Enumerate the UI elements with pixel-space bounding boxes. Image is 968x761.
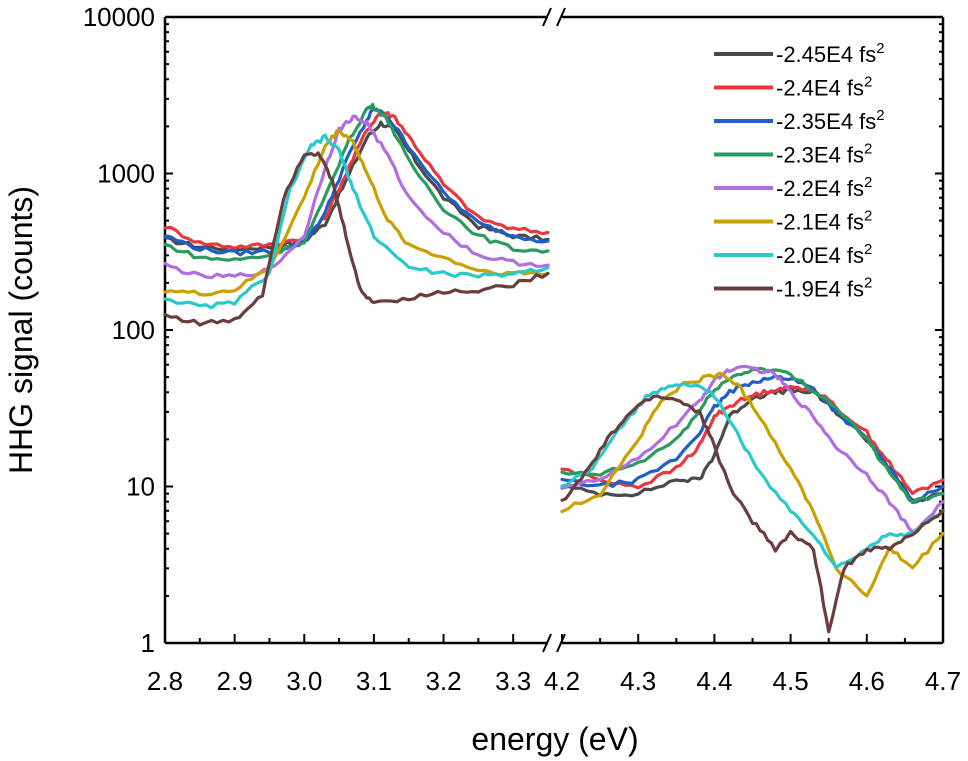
legend-label-text: -2.3E4 fs: [776, 143, 864, 168]
series-line-6-seg1: [163, 128, 550, 297]
x-tick-label: 3.2: [425, 666, 461, 696]
legend-label: -2.2E4 fs2: [776, 174, 872, 201]
legend-label-superscript: 2: [864, 275, 872, 292]
legend-label-superscript: 2: [864, 141, 872, 158]
legend-label: -2.4E4 fs2: [776, 74, 872, 101]
break-top-b: [556, 7, 566, 27]
legend-label-superscript: 2: [864, 174, 872, 191]
x-tick-label: 4.4: [696, 666, 732, 696]
legend-label-superscript: 2: [876, 40, 884, 57]
legend-label-superscript: 2: [864, 208, 872, 225]
x-tick-label: 3.0: [286, 666, 322, 696]
x-axis-title: energy (eV): [471, 721, 638, 757]
x-tick-label: 3.1: [356, 666, 392, 696]
series-line-7-seg1: [163, 133, 550, 310]
legend-label: -2.3E4 fs2: [776, 141, 872, 168]
legend-label-text: -2.1E4 fs: [776, 210, 864, 235]
legend-label-text: -1.9E4 fs: [776, 277, 864, 302]
legend-label: -2.35E4 fs2: [776, 107, 885, 134]
legend-label-text: -2.4E4 fs: [776, 76, 864, 101]
legend-label-text: -2.2E4 fs: [776, 176, 864, 201]
break-top-a: [542, 7, 552, 27]
series-line-2-seg1: [163, 109, 550, 250]
series-line-4-seg1: [163, 102, 550, 262]
legend-label-superscript: 2: [864, 74, 872, 91]
series-line-7-seg2: [560, 381, 945, 569]
y-tick-label: 1000: [97, 159, 155, 189]
series-layer: [163, 102, 945, 634]
series-line-3-seg1: [163, 107, 550, 257]
y-tick-label: 1: [141, 628, 155, 658]
legend-label-text: -2.35E4 fs: [776, 109, 876, 134]
series-line-4-seg2: [560, 366, 945, 504]
x-tick-label: 4.2: [544, 666, 580, 696]
series-line-5-seg1: [163, 114, 550, 280]
x-tick-label: 4.3: [620, 666, 656, 696]
series-line-3-seg2: [560, 374, 945, 505]
legend-label-superscript: 2: [864, 241, 872, 258]
y-axis-title: HHG signal (counts): [3, 186, 39, 474]
legend-label: -2.45E4 fs2: [776, 40, 885, 67]
x-tick-label: 2.8: [147, 666, 183, 696]
legend-label: -2.0E4 fs2: [776, 241, 872, 268]
x-tick-label: 4.7: [925, 666, 961, 696]
y-tick-label: 10000: [83, 2, 155, 32]
legend-label-text: -2.0E4 fs: [776, 243, 864, 268]
x-tick-label: 2.9: [217, 666, 253, 696]
series-line-6-seg2: [560, 371, 945, 598]
x-tick-label: 3.3: [495, 666, 531, 696]
tick-labels: 1 10 100 1000 10000 2.8 2.9 3.0 3.1 3.2 3.3 4.2 4.3 4…: [83, 2, 961, 696]
series-line-5-seg2: [560, 364, 945, 534]
legend-label: -2.1E4 fs2: [776, 208, 872, 235]
legend-label-superscript: 2: [876, 107, 884, 124]
legend: -2.45E4 fs2-2.4E4 fs2-2.35E4 fs2-2.3E4 f…: [714, 40, 885, 302]
series-line-8-seg2: [560, 394, 945, 634]
x-tick-label: 4.5: [773, 666, 809, 696]
axis-breaks: [542, 7, 566, 653]
x-tick-label: 4.6: [849, 666, 885, 696]
series-line-8-seg1: [163, 151, 550, 327]
legend-label-text: -2.45E4 fs: [776, 42, 876, 67]
series-line-2-seg2: [560, 384, 945, 496]
y-tick-label: 10: [126, 472, 155, 502]
legend-label: -1.9E4 fs2: [776, 275, 872, 302]
ticks: [164, 16, 944, 644]
y-tick-label: 100: [112, 315, 155, 345]
break-bottom-a: [542, 633, 552, 653]
